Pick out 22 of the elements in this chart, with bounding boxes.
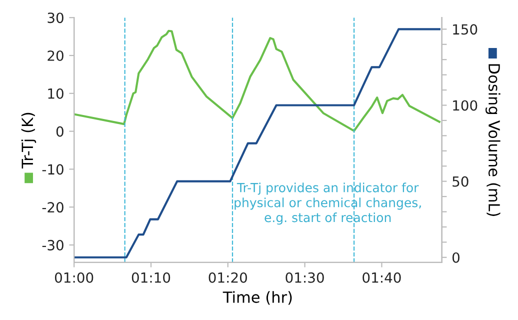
x-tick-label: 01:40 — [362, 272, 401, 283]
y2-tick-label: 150 — [453, 24, 478, 35]
y-tick-label: 20 — [48, 50, 64, 61]
y-axis-title: Tr-Tj (K) — [21, 112, 36, 168]
line-series — [74, 28, 440, 258]
y-tick-label: 0 — [56, 126, 64, 137]
y-tick-label: -30 — [42, 240, 64, 250]
y2-tick-label: 50 — [452, 176, 468, 187]
y-tick-label: -20 — [42, 202, 64, 213]
y2-tick-label: 100 — [453, 100, 478, 111]
x-axis-title: Time (hr) — [222, 291, 292, 305]
x-tick-label: 01:20 — [208, 272, 247, 283]
line-series — [74, 30, 440, 132]
x-tick-label: 01:30 — [286, 272, 324, 283]
x-tick-label: 01:10 — [132, 272, 170, 283]
y-tick-label: -10 — [42, 164, 64, 175]
y-tick-label: 10 — [48, 88, 64, 99]
y2-tick-label: 0 — [452, 252, 460, 263]
x-tick-label: 01:00 — [54, 272, 94, 283]
y2-axis-title: Dosing Volume (mL) — [486, 64, 500, 216]
y-tick-label: 30 — [48, 12, 64, 24]
annotation: Tr-Tj provides an indicator for physical or chemical changes, e.g. start of reaction — [234, 182, 421, 225]
